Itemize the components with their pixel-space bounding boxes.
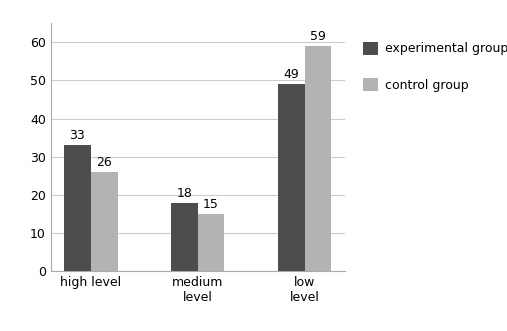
Text: 33: 33 — [69, 129, 85, 142]
Text: 49: 49 — [283, 68, 299, 81]
Bar — [171, 203, 198, 271]
Text: 18: 18 — [176, 187, 192, 200]
Bar — [278, 84, 305, 271]
Text: 26: 26 — [96, 156, 112, 169]
Bar — [91, 172, 118, 271]
Text: 59: 59 — [310, 30, 326, 43]
Bar — [305, 46, 332, 271]
Legend: experimental group, control group: experimental group, control group — [363, 42, 507, 92]
Bar — [198, 214, 225, 271]
Text: 15: 15 — [203, 198, 219, 211]
Bar — [64, 145, 91, 271]
